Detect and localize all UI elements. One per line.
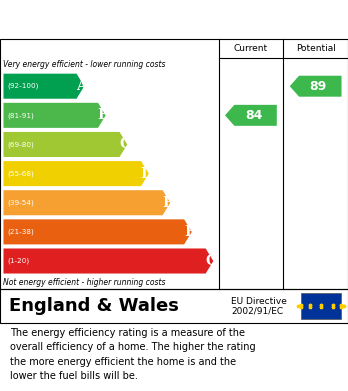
Text: Potential: Potential xyxy=(296,44,335,53)
Polygon shape xyxy=(3,132,127,157)
Polygon shape xyxy=(290,76,341,97)
Polygon shape xyxy=(3,103,106,128)
Text: (92-100): (92-100) xyxy=(8,83,39,90)
Text: 89: 89 xyxy=(310,80,327,93)
Polygon shape xyxy=(3,219,192,244)
Text: E: E xyxy=(163,196,173,210)
Text: 84: 84 xyxy=(245,109,262,122)
Text: B: B xyxy=(97,108,109,122)
Text: C: C xyxy=(119,138,130,151)
Bar xyxy=(301,293,341,319)
Text: (39-54): (39-54) xyxy=(8,199,34,206)
Text: (55-68): (55-68) xyxy=(8,170,34,177)
Text: (21-38): (21-38) xyxy=(8,229,34,235)
Text: Current: Current xyxy=(234,44,268,53)
Text: The energy efficiency rating is a measure of the
overall efficiency of a home. T: The energy efficiency rating is a measur… xyxy=(10,328,256,381)
Text: G: G xyxy=(205,254,217,268)
Text: Very energy efficient - lower running costs: Very energy efficient - lower running co… xyxy=(3,60,166,69)
Polygon shape xyxy=(3,249,213,274)
Text: Not energy efficient - higher running costs: Not energy efficient - higher running co… xyxy=(3,278,166,287)
Text: England & Wales: England & Wales xyxy=(9,297,179,315)
Text: (69-80): (69-80) xyxy=(8,141,34,148)
Text: (81-91): (81-91) xyxy=(8,112,34,118)
Polygon shape xyxy=(3,161,149,186)
Text: F: F xyxy=(184,225,195,239)
Text: A: A xyxy=(77,79,87,93)
Text: D: D xyxy=(140,167,152,181)
Polygon shape xyxy=(225,105,277,126)
Text: EU Directive: EU Directive xyxy=(231,298,287,307)
Polygon shape xyxy=(3,190,170,215)
Text: Energy Efficiency Rating: Energy Efficiency Rating xyxy=(60,11,288,29)
Polygon shape xyxy=(3,74,84,99)
Text: (1-20): (1-20) xyxy=(8,258,30,264)
Text: 2002/91/EC: 2002/91/EC xyxy=(231,307,284,316)
